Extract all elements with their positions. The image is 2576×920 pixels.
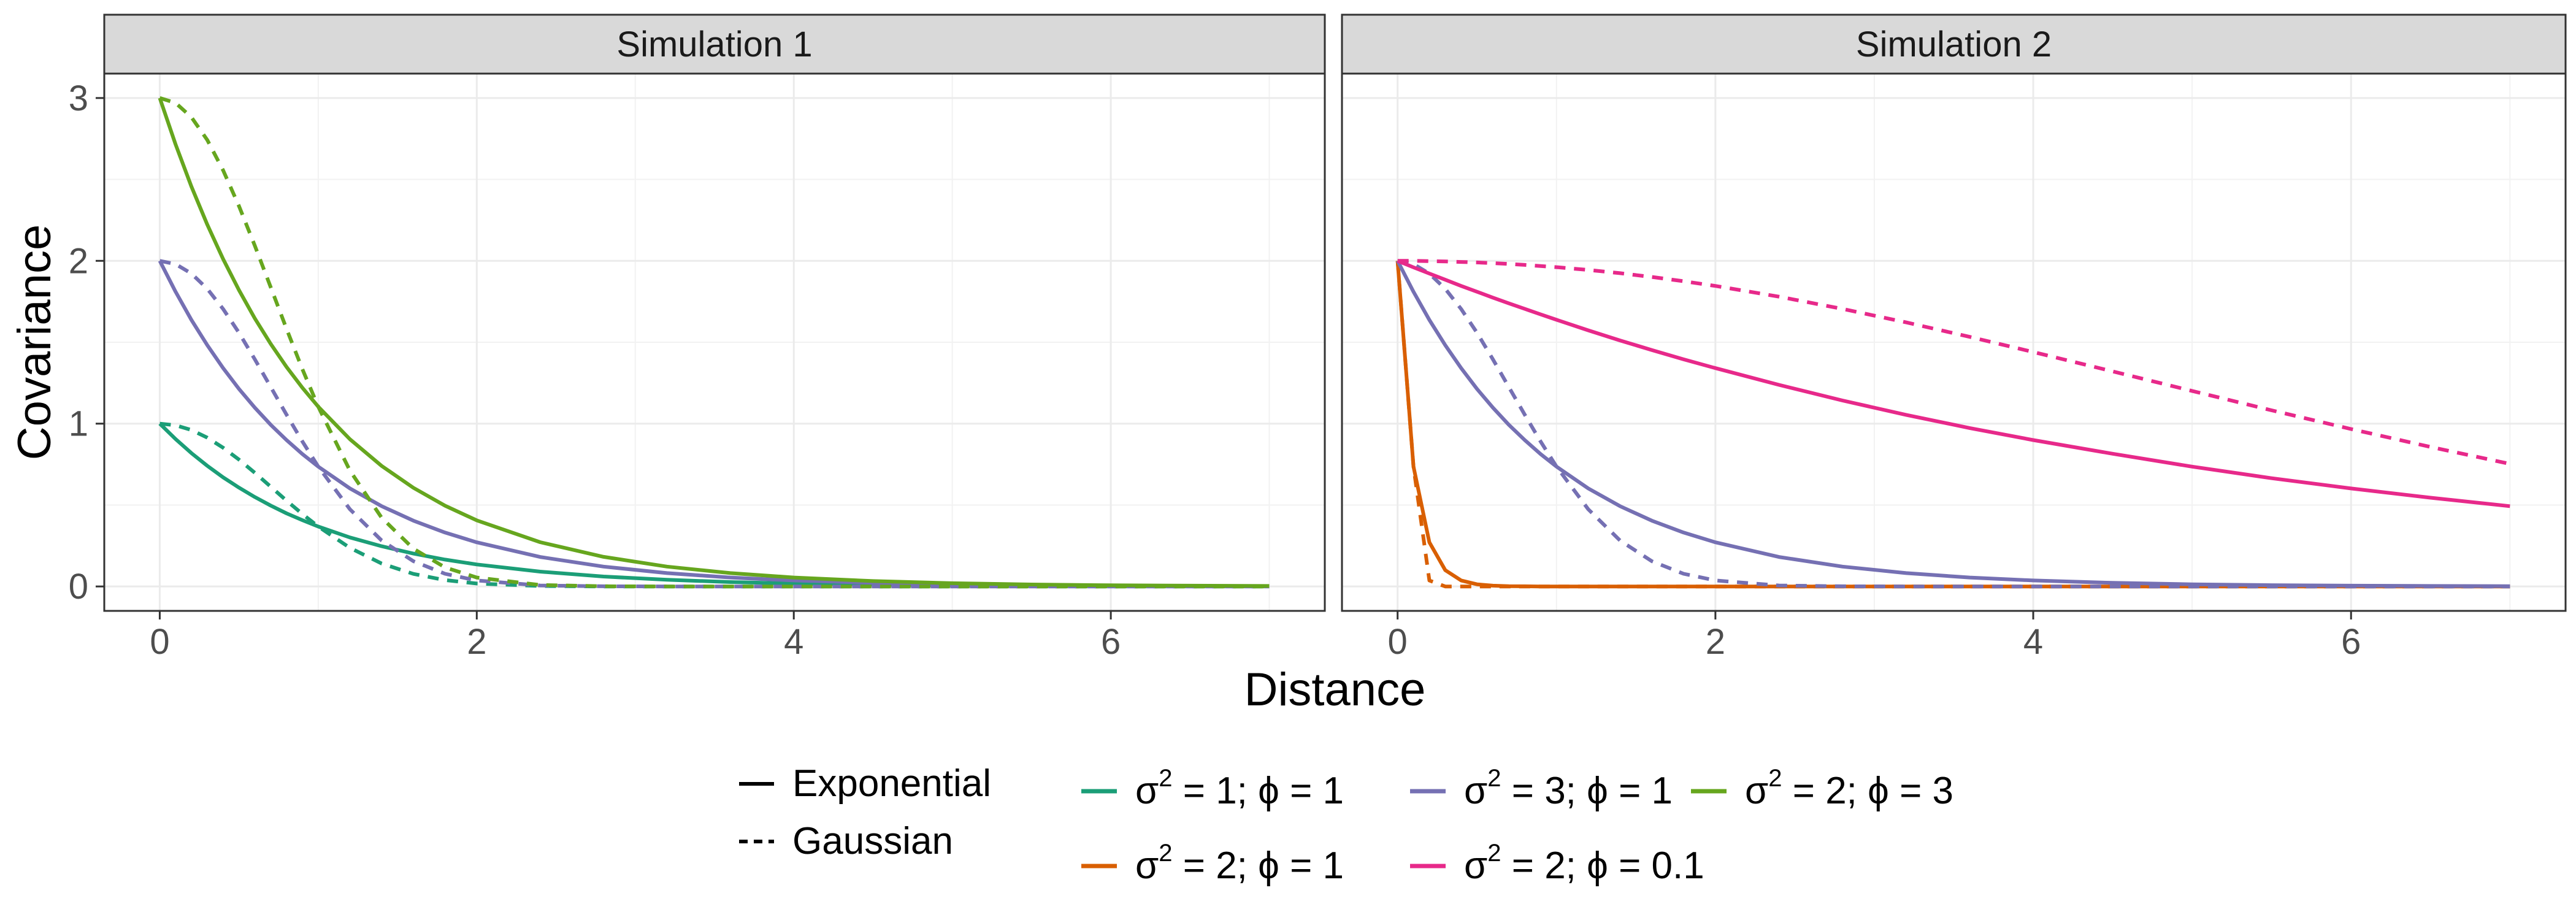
series-line-s2p3-solid <box>158 97 1270 588</box>
panel-border <box>1341 72 2567 612</box>
legend-label-linetype: Exponential <box>792 762 991 805</box>
legend-label-s3p1: σ2 = 3; ϕ = 1 <box>1464 765 1673 812</box>
facet-strip <box>1341 13 2567 75</box>
legend-label-s1p1: σ2 = 1; ϕ = 1 <box>1135 765 1344 812</box>
x-tick-label: 4 <box>784 622 803 662</box>
legend-label-linetype: Gaussian <box>792 820 953 862</box>
series-line-s3p1-dashed <box>1397 259 2510 589</box>
x-tick-label: 0 <box>1388 622 1408 662</box>
y-tick-label: 1 <box>69 404 88 444</box>
facet-panel-1: Simulation 1 0 2 4 6 0 1 2 3 <box>69 13 1326 662</box>
facet-strip <box>103 13 1326 75</box>
x-tick-label: 0 <box>150 622 169 662</box>
legend-label-s2p1: σ2 = 2; ϕ = 1 <box>1135 840 1344 887</box>
series-line-s2p3-dashed <box>159 96 1270 589</box>
panel-border <box>103 72 1326 612</box>
legend: Exponential Gaussian σ2 = 1; ϕ = 1 σ2 = 3; … <box>739 762 1953 887</box>
x-tick-label: 6 <box>2341 622 2361 662</box>
facet-title: Simulation 1 <box>616 25 812 64</box>
series-line-s2p01-solid <box>1397 259 2510 508</box>
series-line-s3p1-solid <box>1396 259 2510 588</box>
x-axis-title: Distance <box>1244 664 1426 716</box>
series-line-s2p1-solid <box>1395 261 2510 589</box>
x-tick-label: 2 <box>467 622 486 662</box>
y-tick-label: 2 <box>69 241 88 281</box>
series-line-s2p1-dashed <box>1395 261 2510 589</box>
legend-label-s2p3: σ2 = 2; ϕ = 3 <box>1745 765 1953 812</box>
x-tick-label: 2 <box>1706 622 1725 662</box>
y-tick-label: 0 <box>69 567 88 607</box>
legend-label-s2p01: σ2 = 2; ϕ = 0.1 <box>1464 840 1704 887</box>
y-tick-label: 3 <box>69 79 88 118</box>
facet-title: Simulation 2 <box>1856 25 2052 64</box>
facet-panel-2: Simulation 2 0 2 4 6 <box>1341 13 2567 662</box>
series-line-s3p1-dashed <box>159 259 1270 589</box>
x-tick-label: 6 <box>1101 622 1121 662</box>
x-tick-label: 4 <box>2023 622 2043 662</box>
series-line-s2p01-dashed <box>1397 259 2510 466</box>
y-axis-title: Covariance <box>9 224 61 460</box>
